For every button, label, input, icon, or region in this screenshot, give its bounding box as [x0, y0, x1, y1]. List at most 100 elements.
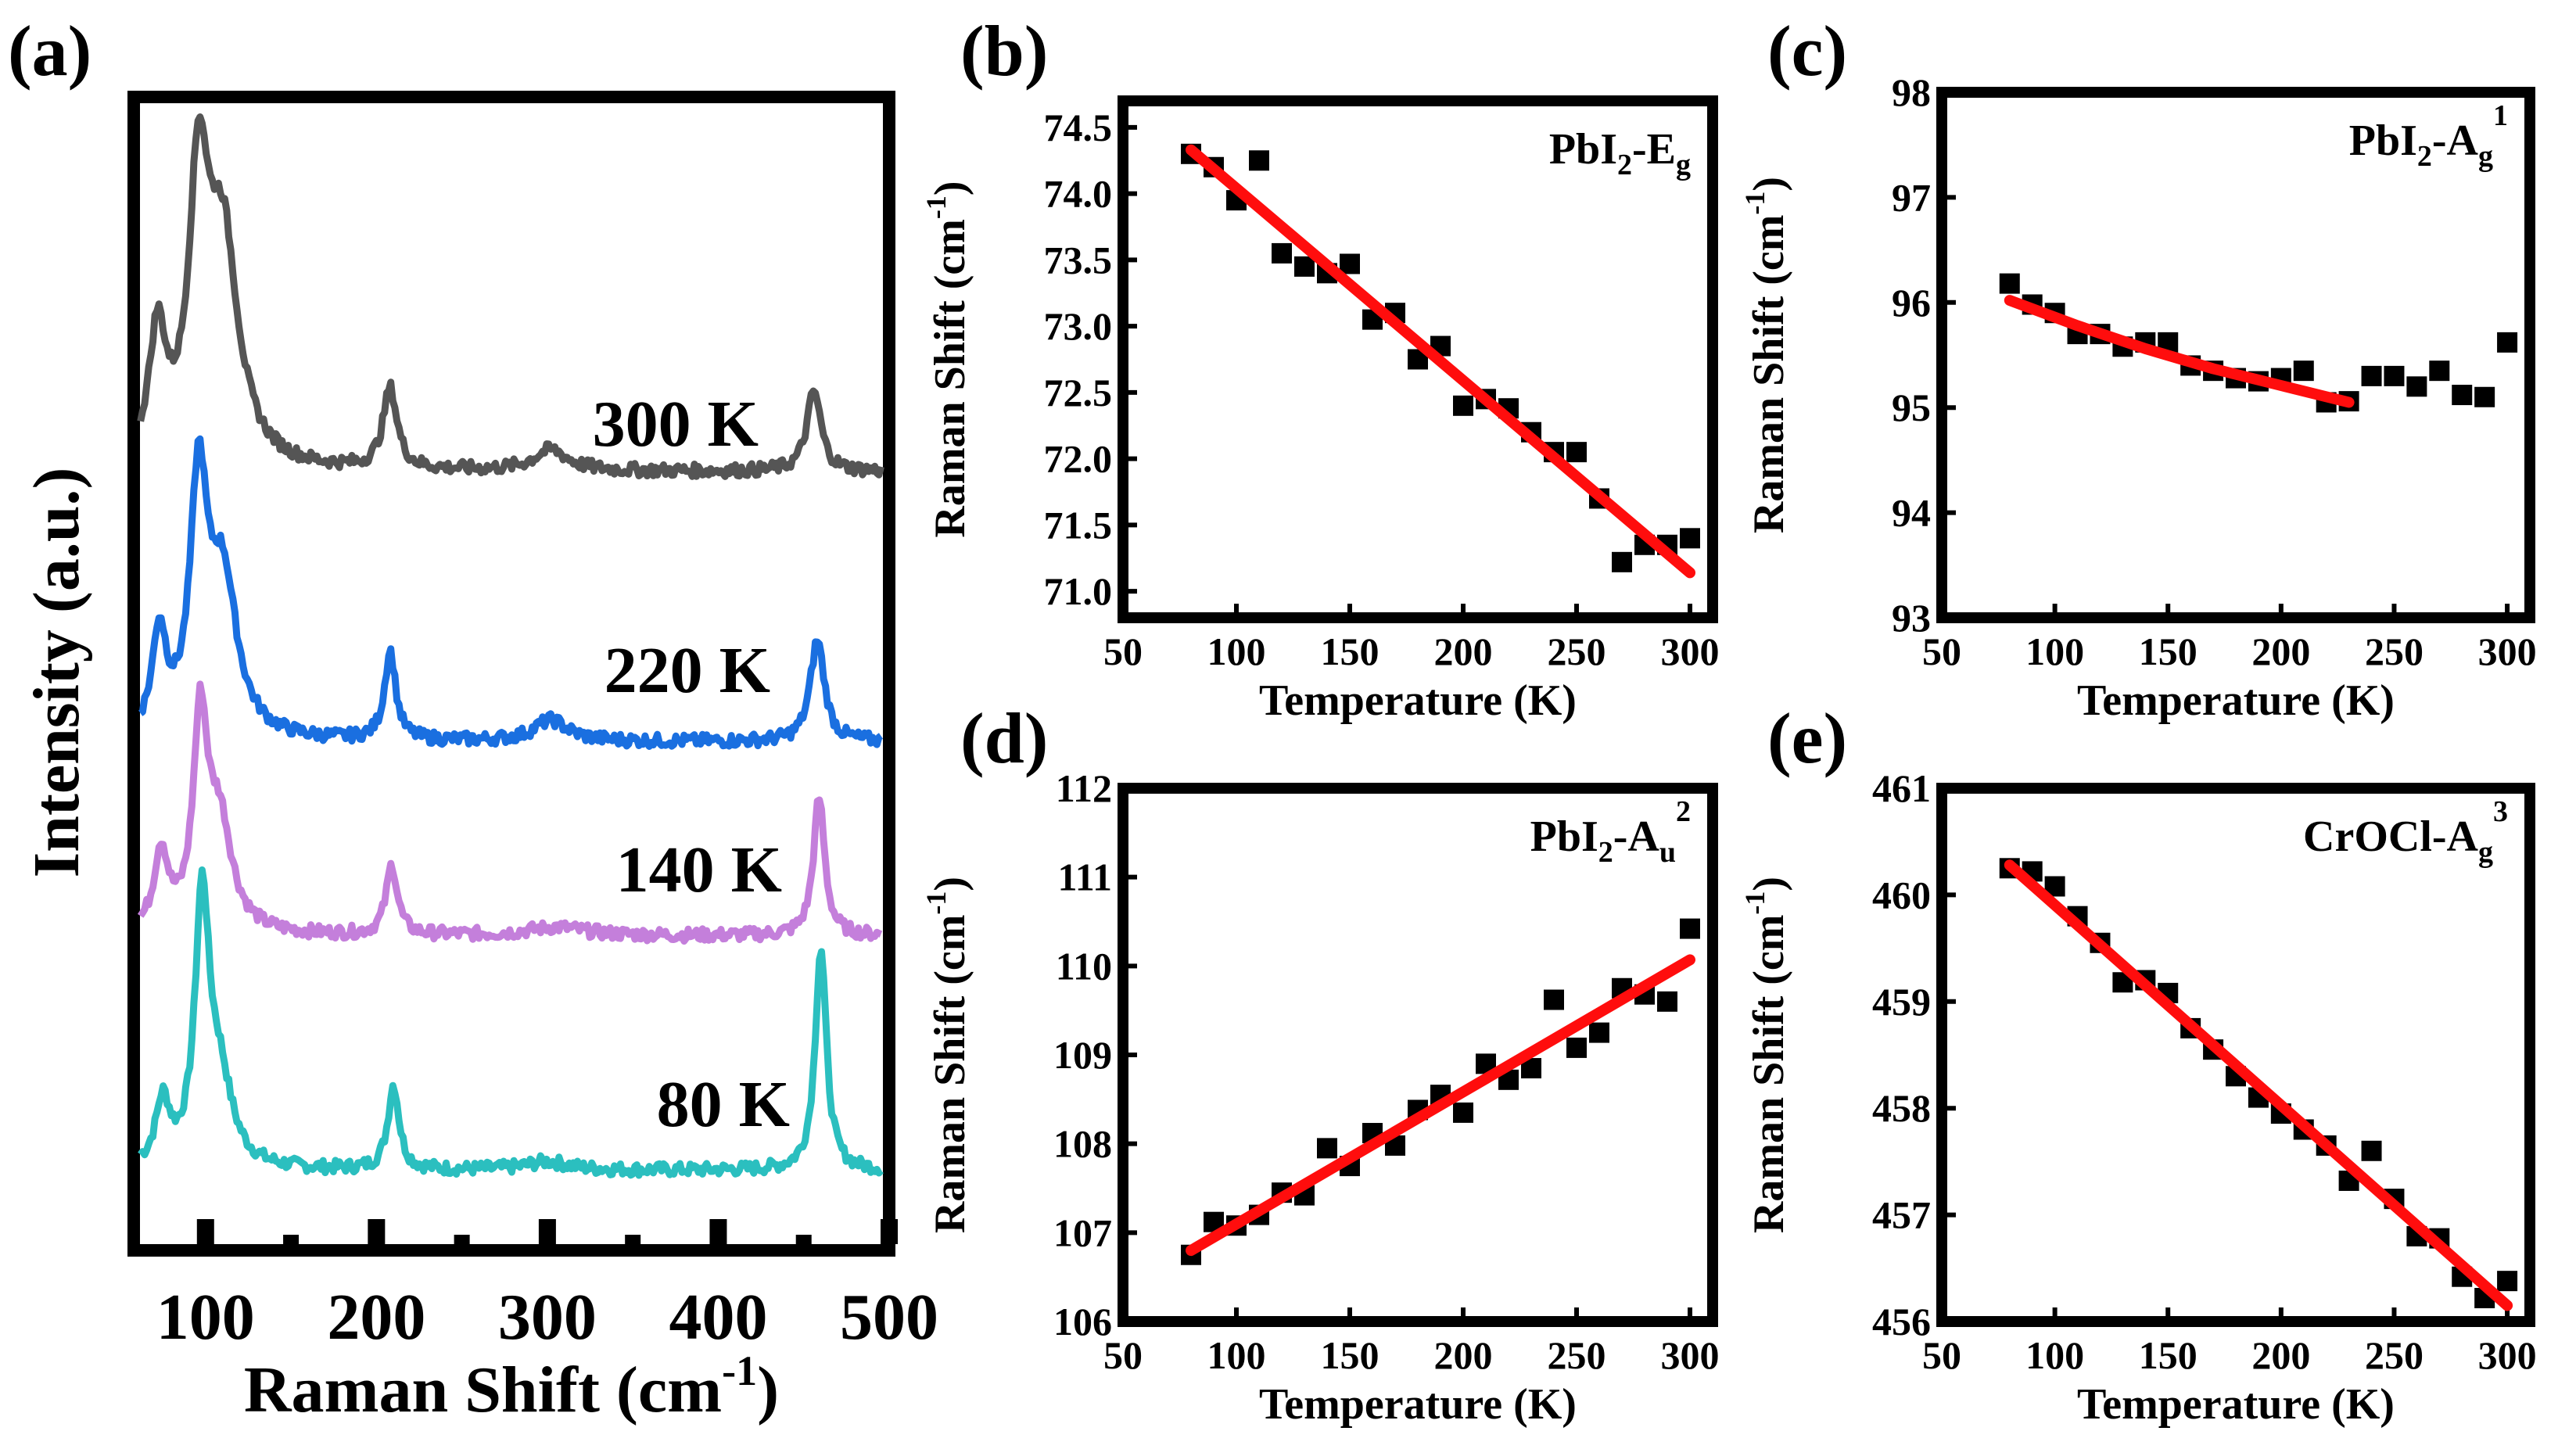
x-axis-ticks: 100 200 300 400 500: [156, 1219, 938, 1354]
panel-label: (a): [8, 11, 91, 91]
data-point: [2361, 365, 2382, 386]
x-minor-tick: [454, 1235, 470, 1246]
x-tick-label: 50: [1922, 1333, 1961, 1377]
temperature-label: 80 K: [657, 1068, 790, 1141]
data-point: [2384, 365, 2405, 386]
fit-line: [1186, 144, 1695, 579]
x-axis-label: Temperature (K): [1259, 1380, 1577, 1429]
spectrum-line: [137, 680, 883, 945]
data-point: [1657, 991, 1677, 1012]
plot-frame: [127, 91, 895, 1257]
x-tick-label: 150: [2139, 629, 2197, 673]
y-tick-label: 74.0: [1044, 172, 1113, 216]
y-tick-label: 98: [1892, 70, 1931, 114]
temperature-label: 140 K: [616, 834, 782, 906]
y-tick-label: 106: [1053, 1300, 1112, 1343]
y-tick-label: 96: [1892, 281, 1931, 325]
y-tick-label: 111: [1058, 855, 1112, 899]
x-tick-label: 50: [1103, 1333, 1143, 1377]
y-tick-label: 73.5: [1044, 238, 1113, 282]
y-tick-label: 461: [1872, 766, 1931, 810]
y-tick-label: 112: [1056, 766, 1112, 810]
y-tick-label: 457: [1872, 1193, 1931, 1237]
x-tick-mark: [538, 1219, 556, 1244]
panel-d: (d) 50 100 150 200 250 300 106 107 108 109 110 111 11…: [920, 698, 1720, 1429]
x-axis-label: Temperature (K): [2077, 676, 2395, 725]
y-tick-label: 72.0: [1044, 437, 1113, 481]
panel-label: (b): [960, 11, 1048, 91]
x-tick-mark: [196, 1219, 214, 1244]
x-tick-label: 200: [2251, 629, 2310, 673]
y-tick-label: 456: [1872, 1300, 1931, 1343]
y-axis-label: Raman Shift (cm-1): [920, 181, 974, 537]
data-point: [2429, 360, 2450, 382]
y-tick-label: 94: [1892, 491, 1931, 535]
data-point: [1680, 528, 1700, 549]
x-tick-label: 250: [2365, 1333, 2424, 1377]
data-point: [1544, 989, 1564, 1010]
x-axis-label: Temperature (K): [1259, 676, 1577, 725]
data-point: [2293, 360, 2314, 382]
x-tick-label: 100: [1207, 1333, 1266, 1377]
x-tick-label: 100: [156, 1281, 255, 1354]
y-tick-label: 109: [1053, 1033, 1112, 1077]
y-tick-label: 95: [1892, 386, 1931, 429]
panel-b: (b) 50 100 150 200 250 300 71.0 71.5 72.0 72.5 73.0…: [920, 11, 1720, 725]
panel-label: (d): [960, 698, 1048, 778]
y-tick-label: 458: [1872, 1086, 1931, 1130]
x-tick-label: 300: [498, 1281, 597, 1354]
spectra-traces: [137, 113, 884, 1179]
y-tick-label: 459: [1872, 980, 1931, 1024]
data-point: [1340, 253, 1360, 274]
x-tick-label: 150: [1321, 1333, 1379, 1377]
x-axis-label: Temperature (K): [2077, 1380, 2395, 1429]
x-tick-label: 250: [2365, 629, 2424, 673]
spectrum-line: [138, 866, 884, 1179]
fit-line: [2004, 859, 2513, 1311]
y-tick-label: 97: [1892, 175, 1931, 219]
spectrum-line: [138, 435, 884, 750]
x-minor-tick: [283, 1235, 300, 1246]
data-point: [1249, 150, 1269, 171]
mode-annotation: PbI2-Eg: [1549, 125, 1691, 181]
x-tick-label: 400: [669, 1281, 767, 1354]
plot-frame: [1118, 95, 1718, 623]
data-point: [2497, 332, 2518, 353]
data-point: [1999, 273, 2020, 294]
data-point: [1566, 442, 1587, 463]
x-tick-label: 200: [327, 1281, 425, 1354]
y-tick-label: 73.0: [1044, 304, 1113, 348]
y-axis-label: Raman Shift (cm-1): [1739, 877, 1793, 1233]
x-tick-label: 300: [2478, 1333, 2537, 1377]
y-tick-label: 93: [1892, 596, 1931, 640]
x-tick-mark: [709, 1219, 727, 1244]
x-minor-tick: [795, 1235, 812, 1246]
x-tick-label: 150: [1321, 629, 1379, 673]
data-point: [1294, 256, 1315, 277]
data-point: [1612, 551, 1632, 572]
data-point: [2452, 385, 2473, 406]
x-tick-label: 200: [1434, 1333, 1493, 1377]
y-axis-label: Raman Shift (cm-1): [1739, 177, 1793, 533]
data-point: [1680, 918, 1700, 939]
mode-annotation: PbI2-Au2: [1530, 795, 1691, 869]
panel-label: (c): [1767, 11, 1847, 91]
data-point: [2361, 1140, 2382, 1161]
data-point: [1272, 242, 1292, 264]
spectrum-line: [137, 113, 884, 480]
mode-annotation: CrOCl-Ag3: [2303, 795, 2508, 869]
x-tick-label: 250: [1548, 629, 1606, 673]
x-tick-label: 100: [2025, 629, 2084, 673]
plot-frame: [1936, 87, 2535, 623]
mode-annotation: PbI2-Ag1: [2349, 99, 2508, 173]
y-tick-label: 108: [1053, 1122, 1112, 1166]
y-tick-label: 71.0: [1044, 569, 1113, 613]
temperature-label: 300 K: [593, 388, 759, 461]
y-tick-label: 107: [1053, 1210, 1112, 1254]
fit-line: [1186, 954, 1695, 1257]
x-tick-label: 50: [1103, 629, 1143, 673]
x-tick-label: 500: [840, 1281, 938, 1354]
x-axis-label: Raman Shift (cm-1): [244, 1347, 779, 1426]
x-tick-label: 100: [1207, 629, 1266, 673]
